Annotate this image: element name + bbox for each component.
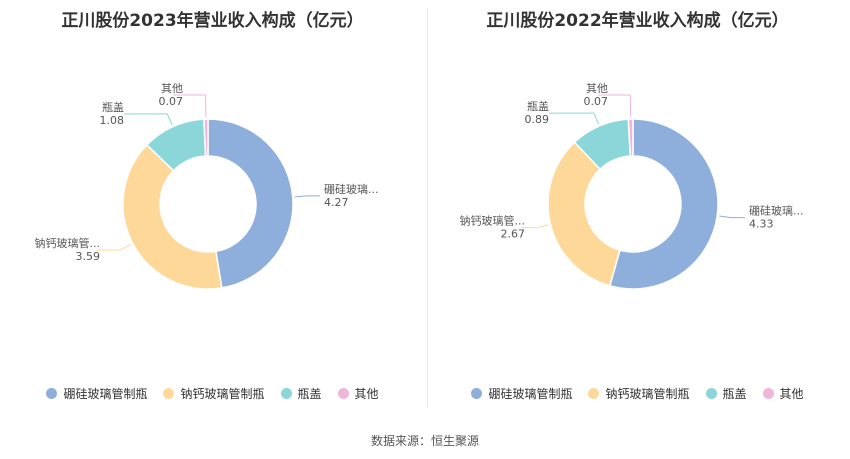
legend-item-soda-lime[interactable]: 钠钙玻璃管制瓶 (588, 385, 690, 402)
donut-slice-0[interactable] (608, 118, 719, 290)
donut-slice-1[interactable] (547, 141, 621, 287)
donut-chart-2022: 硼硅玻璃...4.33 钠钙玻璃管...2.67 瓶盖0.89 其他0.07 (460, 82, 804, 290)
leader-line-3 (173, 94, 207, 118)
donut-slice-3[interactable] (203, 118, 209, 157)
panel-divider (427, 8, 428, 408)
legend-label: 瓶盖 (722, 387, 747, 401)
leader-line-0 (294, 195, 320, 198)
leader-line-0 (719, 215, 745, 219)
slice-value-0: 4.27 (324, 196, 349, 209)
slice-label-1: 钠钙玻璃管... (460, 214, 526, 228)
legend-label: 硼硅玻璃管制瓶 (488, 387, 573, 401)
slice-value-2: 1.08 (100, 114, 125, 127)
slice-label-1: 钠钙玻璃管... (35, 236, 101, 250)
slice-label-2: 瓶盖 (102, 100, 124, 114)
slice-value-3: 0.07 (159, 95, 184, 108)
legend-dot-icon (588, 388, 600, 399)
legend-item-other[interactable]: 其他 (337, 385, 379, 402)
slice-label-0: 硼硅玻璃... (324, 182, 379, 196)
leader-line-1 (521, 224, 549, 229)
legend-item-caps[interactable]: 瓶盖 (280, 385, 322, 402)
leader-line-2 (549, 112, 600, 125)
legend: 硼硅玻璃管制瓶 钠钙玻璃管制瓶 瓶盖 其他 (425, 385, 850, 402)
slice-label-3: 其他 (586, 82, 608, 95)
legend-label: 瓶盖 (297, 387, 322, 401)
legend-item-caps[interactable]: 瓶盖 (705, 385, 747, 402)
legend-item-soda-lime[interactable]: 钠钙玻璃管制瓶 (163, 385, 265, 402)
legend-dot-icon (280, 388, 292, 399)
slice-label-2: 瓶盖 (527, 99, 549, 113)
legend-dot-icon (762, 388, 774, 399)
donut-slice-3[interactable] (627, 118, 634, 157)
chart-panel-2023: 正川股份2023年营业收入构成（亿元） 硼硅玻璃... 4.27 钠钙玻璃管... 3… (0, 0, 425, 410)
slice-value-0: 4.33 (749, 218, 774, 231)
slice-value-3: 0.07 (584, 95, 609, 108)
slice-value-2: 0.89 (525, 113, 550, 126)
slice-value-1: 3.59 (76, 250, 101, 263)
legend-dot-icon (705, 388, 717, 399)
donut-chart-2023: 硼硅玻璃...4.27 钠钙玻璃管...3.59 瓶盖1.08 其他0.07 (35, 82, 379, 290)
slice-label-3: 其他 (161, 82, 183, 95)
chart-title: 正川股份2022年营业收入构成（亿元） (486, 11, 789, 31)
chart-panel-2022: 正川股份2022年营业收入构成（亿元） 硼硅玻璃... 4.33 钠钙玻璃管... 2… (425, 0, 850, 410)
legend-dot-icon (471, 388, 483, 399)
legend-label: 硼硅玻璃管制瓶 (63, 387, 148, 401)
slice-value-1: 2.67 (501, 228, 526, 241)
leader-line-1 (96, 243, 132, 251)
legend-dot-icon (163, 388, 175, 399)
legend-item-borosilicate[interactable]: 硼硅玻璃管制瓶 (46, 385, 147, 402)
donut-slice-0[interactable] (207, 118, 294, 289)
legend-dot-icon (46, 388, 58, 399)
legend-label: 其他 (354, 387, 379, 401)
legend-dot-icon (337, 388, 349, 399)
data-source: 数据来源：恒生聚源 (370, 434, 479, 448)
legend-label: 钠钙玻璃管制瓶 (180, 387, 265, 401)
slice-label-0: 硼硅玻璃... (749, 204, 804, 218)
legend-label: 钠钙玻璃管制瓶 (605, 387, 690, 401)
legend: 硼硅玻璃管制瓶 钠钙玻璃管制瓶 瓶盖 其他 (0, 385, 425, 402)
chart-title: 正川股份2023年营业收入构成（亿元） (61, 11, 364, 31)
legend-label: 其他 (779, 387, 804, 401)
donut-slice-1[interactable] (122, 143, 223, 290)
legend-item-other[interactable]: 其他 (762, 385, 804, 402)
leader-line-3 (598, 94, 632, 118)
legend-item-borosilicate[interactable]: 硼硅玻璃管制瓶 (471, 385, 572, 402)
leader-line-2 (124, 113, 173, 125)
